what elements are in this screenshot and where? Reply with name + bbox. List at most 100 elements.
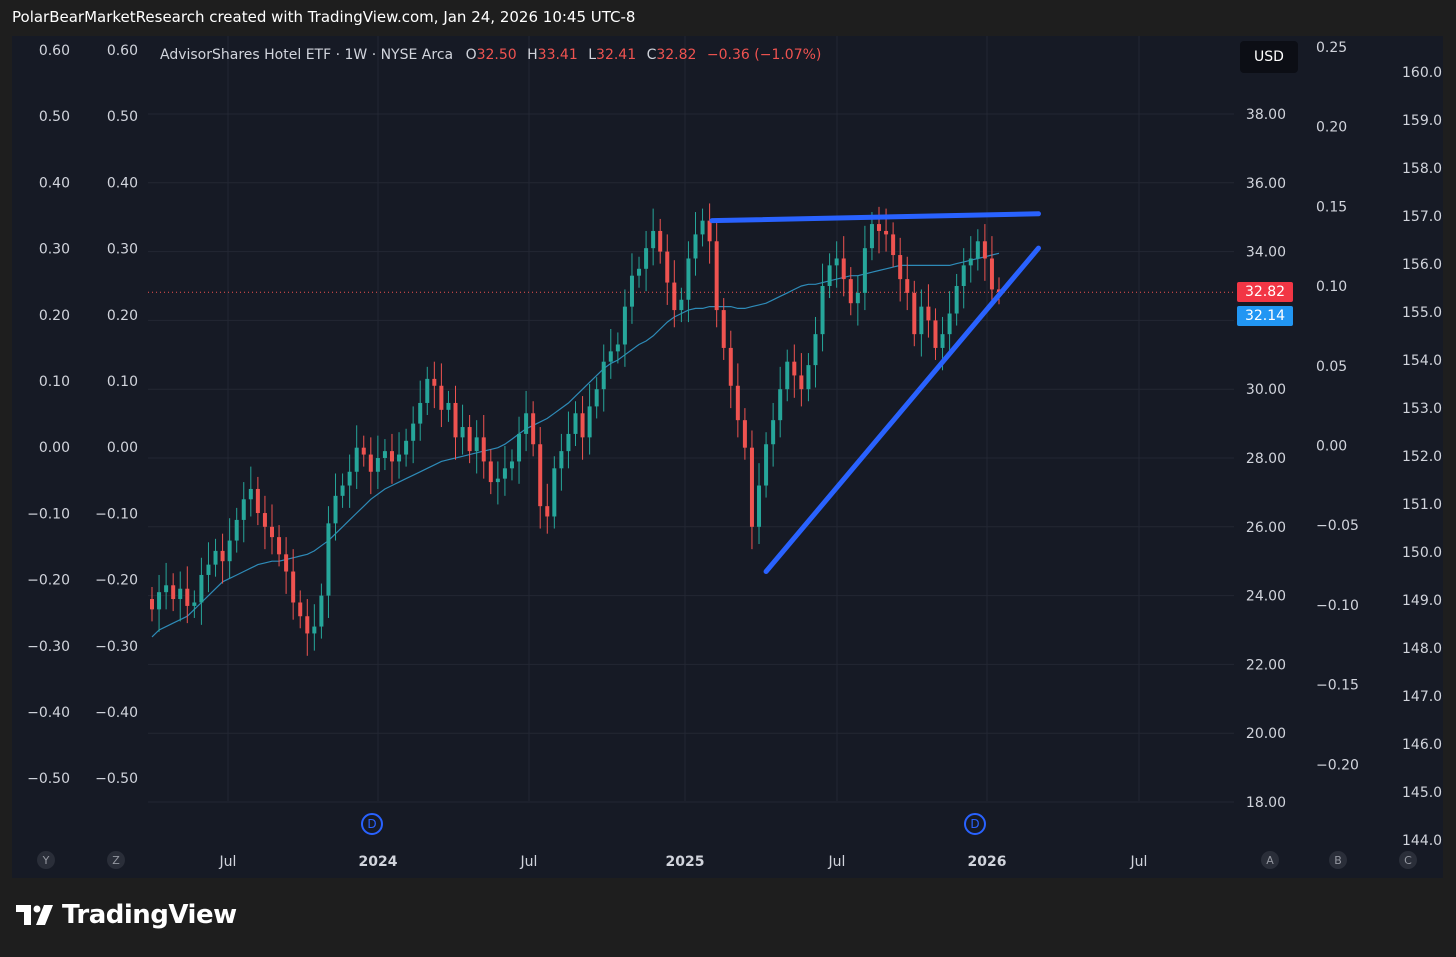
candle-body [686, 258, 691, 300]
right-axis-2-label: 157.00 [1402, 209, 1443, 225]
symbol-name[interactable]: AdvisorShares Hotel ETF · 1W · NYSE Arca [160, 47, 454, 63]
candle-body [665, 251, 670, 283]
right-axis-2-label: 146.00 [1402, 737, 1443, 753]
left-axis-1-label: 0.10 [39, 374, 70, 390]
left-axis-2-label: 0.40 [107, 175, 138, 191]
time-tick-label: Jul [520, 854, 538, 870]
candle-body [608, 351, 613, 362]
candle-body [848, 279, 853, 304]
time-tick-label: Jul [219, 854, 237, 870]
candle-body [679, 299, 684, 311]
candle-body [340, 485, 345, 496]
candle-body [721, 310, 726, 348]
candle-body [389, 451, 394, 462]
candle-body [672, 282, 677, 311]
candle-body [594, 389, 599, 407]
right-axis-2-label: 153.00 [1402, 401, 1443, 417]
axis-button-b[interactable]: B [1329, 851, 1347, 869]
left-axis-1-label: 0.00 [39, 440, 70, 456]
candle-body [213, 550, 218, 565]
candle-body [877, 224, 882, 231]
candle-body [764, 444, 769, 486]
candles [150, 203, 1001, 656]
left-axis-1-label: −0.20 [27, 573, 70, 589]
candle-body [912, 292, 917, 335]
candle-body [552, 468, 557, 517]
price-tick-label: 22.00 [1246, 657, 1286, 673]
candle-body [157, 592, 162, 610]
right-axis-2-label: 145.00 [1402, 785, 1443, 801]
price-tick-label: 30.00 [1246, 382, 1286, 398]
candle-body [700, 220, 705, 235]
candle-body [262, 513, 267, 527]
left-axis-2-label: −0.30 [95, 639, 138, 655]
candle-body [778, 389, 783, 421]
candle-body [227, 540, 232, 562]
time-tick-label: Jul [828, 854, 846, 870]
candle-body [629, 275, 634, 307]
tradingview-brand[interactable]: TradingView [16, 900, 237, 930]
candle-body [347, 471, 352, 486]
candle-body [651, 230, 656, 249]
candle-body [693, 234, 698, 259]
left-axis-1-label: −0.30 [27, 639, 70, 655]
candle-body [728, 347, 733, 386]
candle-body [905, 279, 910, 293]
candle-body [587, 406, 592, 438]
right-axis-1-label: −0.05 [1316, 518, 1359, 534]
left-axis-2-label: −0.20 [95, 573, 138, 589]
time-tick-label: 2025 [666, 854, 705, 870]
axis-button-z[interactable]: Z [107, 851, 125, 869]
candle-body [460, 427, 465, 438]
chart-panel[interactable]: 18.0020.0022.0024.0026.0028.0030.0032.00… [12, 36, 1443, 878]
support-trendline [763, 245, 1042, 575]
candle-body [269, 526, 274, 538]
open-value: 32.50 [476, 47, 517, 63]
left-axis-2-label: 0.30 [107, 242, 138, 258]
dividend-marker[interactable]: D [964, 813, 986, 835]
candle-body [714, 241, 719, 311]
candle-body [382, 451, 387, 458]
dividend-marker[interactable]: D [361, 813, 383, 835]
candle-body [241, 499, 246, 520]
candle-body [375, 458, 380, 472]
price-chart[interactable]: 18.0020.0022.0024.0026.0028.0030.0032.00… [12, 36, 1443, 878]
candle-body [545, 506, 550, 517]
left-axis-1-label: −0.10 [27, 506, 70, 522]
candle-body [474, 437, 479, 452]
close-label: C [646, 47, 657, 63]
axis-button-c[interactable]: C [1399, 851, 1417, 869]
right-axis-1-label: −0.20 [1316, 757, 1359, 773]
axis-button-y[interactable]: Y [37, 851, 55, 869]
price-tick-label: 38.00 [1246, 107, 1286, 123]
candle-body [989, 258, 994, 290]
symbol-legend[interactable]: AdvisorShares Hotel ETF · 1W · NYSE Arca… [160, 47, 821, 63]
candle-body [785, 361, 790, 390]
candle-body [319, 595, 324, 627]
candle-body [559, 451, 564, 469]
candle-body [234, 519, 239, 541]
axis-labels: 18.0020.0022.0024.0026.0028.0030.0032.00… [27, 40, 1443, 870]
resistance-trendline [709, 211, 1042, 224]
candle-body [975, 241, 980, 259]
candle-body [495, 478, 500, 483]
moving-average-price-tag: 32.14 [1237, 306, 1293, 326]
left-axis-1-label: 0.40 [39, 175, 70, 191]
brand-name: TradingView [62, 900, 237, 930]
candle-body [397, 454, 402, 462]
candle-body [425, 378, 430, 403]
candle-body [862, 248, 867, 293]
candle-body [446, 402, 451, 410]
candle-body [178, 588, 183, 600]
candle-body [206, 564, 211, 575]
candle-body [827, 265, 832, 286]
right-axis-1-label: 0.25 [1316, 40, 1347, 56]
currency-button[interactable]: USD [1240, 41, 1298, 73]
open-label: O [465, 47, 477, 63]
right-axis-2-label: 159.00 [1402, 113, 1443, 129]
candle-body [947, 313, 952, 335]
left-axis-2-label: 0.10 [107, 374, 138, 390]
axis-button-a[interactable]: A [1261, 851, 1279, 869]
last-price-tag: 32.82 [1237, 282, 1293, 302]
candle-body [404, 440, 409, 455]
